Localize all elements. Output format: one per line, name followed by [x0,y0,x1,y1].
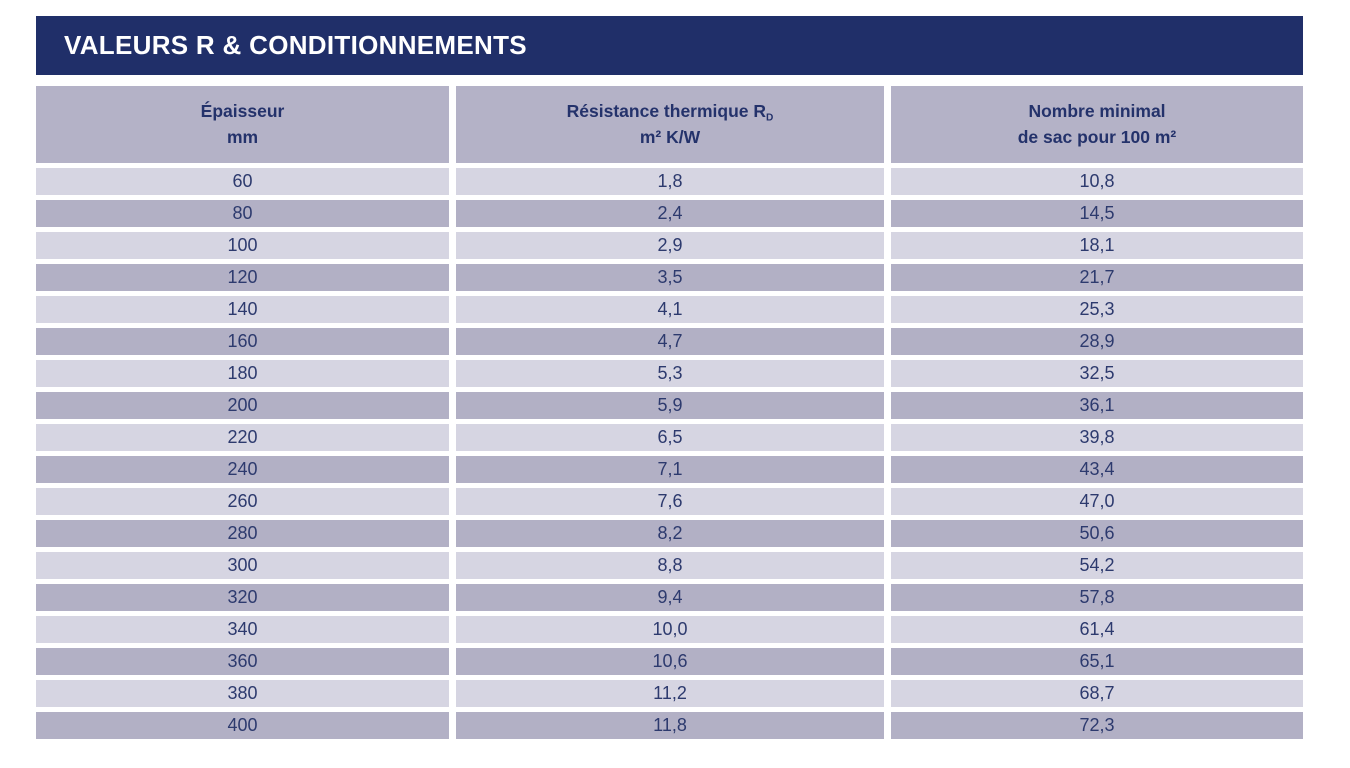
thickness-value: 340 [36,616,449,643]
bags-value: 50,6 [891,520,1303,547]
bags-value: 43,4 [891,456,1303,483]
thickness-value: 80 [36,200,449,227]
thickness-value: 380 [36,680,449,707]
bags-value: 65,1 [891,648,1303,675]
r-value: 9,4 [456,584,884,611]
r-value: 2,9 [456,232,884,259]
header-line-2: de sac pour 100 m² [1017,126,1177,147]
r-value: 3,5 [456,264,884,291]
thickness-value: 200 [36,392,449,419]
bags-value: 10,8 [891,168,1303,195]
bags-value: 39,8 [891,424,1303,451]
bags-value: 68,7 [891,680,1303,707]
thickness-value: 260 [36,488,449,515]
thickness-value: 160 [36,328,449,355]
bags-value: 18,1 [891,232,1303,259]
thickness-value: 100 [36,232,449,259]
r-value: 7,6 [456,488,884,515]
header-line-1: Nombre minimal [1028,101,1166,122]
thickness-value: 320 [36,584,449,611]
thickness-value: 60 [36,168,449,195]
thickness-value: 120 [36,264,449,291]
r-value: 7,1 [456,456,884,483]
bags-value: 61,4 [891,616,1303,643]
bags-value: 32,5 [891,360,1303,387]
r-value: 6,5 [456,424,884,451]
r-value: 5,9 [456,392,884,419]
header-resistance-text: Résistance thermique R [566,101,767,122]
thickness-value: 240 [36,456,449,483]
thickness-value: 180 [36,360,449,387]
r-value: 8,8 [456,552,884,579]
thickness-value: 300 [36,552,449,579]
bags-value: 28,9 [891,328,1303,355]
r-value: 11,2 [456,680,884,707]
thickness-value: 280 [36,520,449,547]
thickness-value: 220 [36,424,449,451]
r-value: 4,7 [456,328,884,355]
column-header-epaisseur: Épaisseur mm [36,86,449,163]
header-line-1: Résistance thermique RD [567,99,774,124]
r-value: 10,6 [456,648,884,675]
column-header-resistance: Résistance thermique RD m² K/W [456,86,884,163]
r-value: 4,1 [456,296,884,323]
bags-value: 57,8 [891,584,1303,611]
bags-value: 14,5 [891,200,1303,227]
bags-value: 21,7 [891,264,1303,291]
r-value: 11,8 [456,712,884,739]
section-title: VALEURS R & CONDITIONNEMENTS [64,30,527,60]
column-header-sacs: Nombre minimal de sac pour 100 m² [891,86,1303,163]
values-table: Épaisseur mm Résistance thermique RD m² … [36,86,1303,739]
r-value: 10,0 [456,616,884,643]
bags-value: 47,0 [891,488,1303,515]
header-line-2: m² K/W [639,126,701,147]
bags-value: 54,2 [891,552,1303,579]
thickness-value: 360 [36,648,449,675]
thickness-value: 140 [36,296,449,323]
r-value: 1,8 [456,168,884,195]
header-resistance-subscript: D [766,112,774,124]
bags-value: 72,3 [891,712,1303,739]
r-value: 2,4 [456,200,884,227]
r-value: 8,2 [456,520,884,547]
thickness-value: 400 [36,712,449,739]
section-title-bar: VALEURS R & CONDITIONNEMENTS [36,16,1303,75]
header-line-1: Épaisseur [200,101,285,122]
bags-value: 36,1 [891,392,1303,419]
r-value: 5,3 [456,360,884,387]
bags-value: 25,3 [891,296,1303,323]
header-line-2: mm [226,126,259,147]
